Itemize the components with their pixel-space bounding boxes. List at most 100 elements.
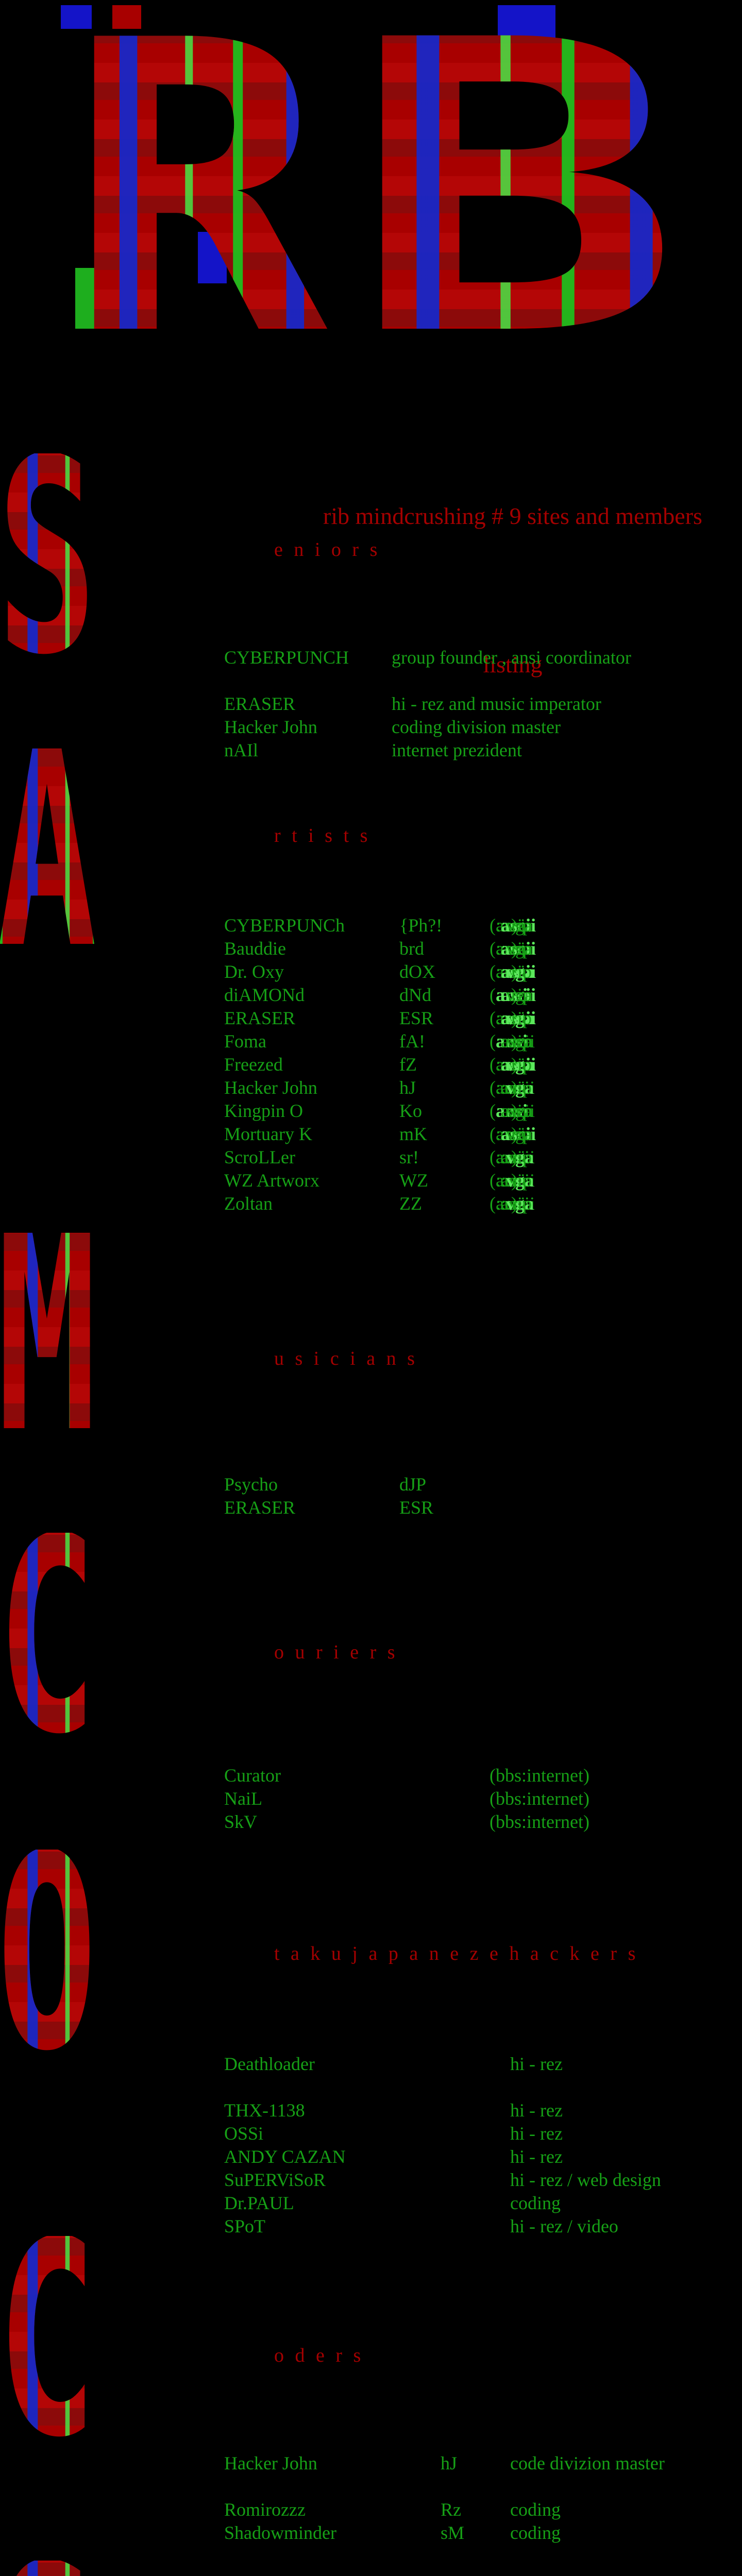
member-row: ScroLLer sr! (ansi: ascii: vga: rip) (224, 1146, 742, 1170)
member-name: ScroLLer (224, 1147, 295, 1167)
member-name: nAIl (224, 740, 258, 760)
member-formats: (ansi: ascii: vga: rip) (490, 961, 536, 982)
section-header: r t i s t s (274, 825, 371, 846)
member-role: group founder , ansi coordinator (392, 647, 631, 668)
format-ascii: ascii (501, 1077, 535, 1098)
format-rip: rip (511, 1077, 532, 1098)
format-ascii: ascii (501, 915, 536, 936)
section-letter: C (0, 1533, 97, 1742)
member-name: ERASER (224, 1497, 296, 1518)
section-letter: S (0, 453, 97, 663)
member-row: CYBERPUNCH group founder , ansi coordinat… (224, 647, 742, 670)
member-name: CYBERPUNCH (224, 647, 349, 668)
member-name: Deathloader (224, 2054, 315, 2074)
member-role: internet prezident (392, 740, 522, 760)
section-rows: Deathloader hi - rez THX-1138 hi - rez OSSi h… (224, 2053, 742, 2239)
section-header: o u r i e r s (274, 1641, 398, 1663)
format-vga: vga (506, 1170, 534, 1191)
member-row: Deathloader hi - rez (224, 2053, 742, 2076)
member-row: Dr. Oxy dOX (ansi: ascii: vga: rip) (224, 961, 742, 984)
format-ascii: ascii (501, 938, 536, 959)
member-row: OSSi hi - rez (224, 2123, 742, 2146)
format-vga: vga (506, 938, 533, 959)
member-name: WZ Artworx (224, 1170, 319, 1191)
member-alias: sM (441, 2522, 465, 2543)
member-name: Dr. Oxy (224, 961, 284, 982)
format-vga: vga (506, 961, 534, 982)
format-vga: vga (506, 915, 533, 936)
member-row: CYBERPUNCh {Ph?! (ansi: ascii: vga: rip) (224, 914, 742, 938)
format-rip: rip (511, 1008, 532, 1028)
title-line-1: rib mindcrushing # 9 sites and members (323, 503, 702, 529)
format-ascii: ascii (501, 985, 536, 1005)
member-row: Mortuary K mK (ansi: ascii: vga: rip) (224, 1123, 742, 1146)
member-name: Hacker John (224, 1077, 317, 1098)
member-name: CYBERPUNCh (224, 915, 345, 936)
format-vga: vga (506, 1054, 534, 1075)
member-name: Mortuary K (224, 1124, 312, 1144)
member-row: Shadowminder sM coding (224, 2522, 742, 2545)
member-alias: WZ (399, 1170, 428, 1191)
member-formats: (ansi: ascii: vga: rip) (490, 1100, 535, 1121)
member-alias: brd (399, 938, 424, 959)
member-alias: fA! (399, 1031, 425, 1052)
page-title: rib mindcrushing # 9 sites and members l… (268, 393, 742, 739)
format-rip: rip (511, 1170, 532, 1191)
member-role: (bbs:internet) (490, 1811, 589, 1832)
member-alias: ZZ (399, 1193, 422, 1214)
member-row: Psycho dJP (224, 1473, 742, 1497)
member-row: Hacker John hJ (ansi: ascii: vga: rip) (224, 1077, 742, 1100)
member-formats: (ansi: ascii: vga: rip) (490, 1170, 535, 1191)
section-letter: A (0, 747, 97, 956)
title-line-2: listing (483, 651, 543, 677)
format-ascii: ascii (501, 1054, 536, 1075)
member-role: coding division master (392, 717, 561, 737)
format-ansi: ansi (496, 1193, 526, 1214)
format-vga: vga (506, 1077, 534, 1098)
section-letter: S (0, 2561, 97, 2576)
member-role: (bbs:internet) (490, 1765, 589, 1786)
member-row: Kingpin O Ko (ansi: ascii: vga: rip) (224, 1100, 742, 1123)
section-rows: Psycho dJP ERASER ESR (224, 1473, 742, 1520)
member-name: OSSi (224, 2123, 264, 2144)
member-name: Shadowminder (224, 2522, 336, 2543)
member-role: hi - rez (510, 2100, 563, 2121)
member-row: Bauddie brd (ansi: ascii: vga: rip) (224, 938, 742, 961)
member-role: coding (510, 2499, 561, 2520)
member-row: SuPERViSoR hi - rez / web design (224, 2169, 742, 2192)
member-name: SkV (224, 1811, 258, 1832)
ansi-noise-block (61, 5, 92, 29)
format-ascii: ascii (501, 1193, 535, 1214)
section-header: e n i o r s (274, 539, 381, 561)
ansi-noise-block (112, 5, 141, 29)
member-row: THX-1138 hi - rez (224, 2099, 742, 2123)
member-formats: (ansi: ascii: vga: rip) (490, 938, 536, 959)
member-row: Freezed fZ (ansi: ascii: vga: rip) (224, 1054, 742, 1077)
member-row: Curator (bbs:internet) (224, 1765, 742, 1788)
member-name: Hacker John (224, 717, 317, 737)
format-rip: rip (511, 1031, 532, 1052)
member-formats: (ansi: ascii: vga: rip) (490, 1031, 535, 1052)
member-name: Kingpin O (224, 1100, 303, 1121)
format-rip: rip (511, 1193, 532, 1214)
section-rows: Hacker John hJ code divizion master Romiroz… (224, 2452, 742, 2545)
member-alias: dNd (399, 985, 431, 1005)
format-rip: rip (511, 1054, 532, 1075)
member-name: Psycho (224, 1474, 278, 1495)
member-alias: Rz (441, 2499, 461, 2520)
format-vga: vga (506, 1008, 534, 1028)
member-name: SuPERViSoR (224, 2170, 326, 2190)
member-name: Foma (224, 1031, 267, 1052)
format-ansi: ansi (496, 1170, 526, 1191)
format-rip: rip (511, 1100, 532, 1121)
member-name: Curator (224, 1765, 281, 1786)
format-ansi: ansi (496, 1100, 528, 1121)
member-role: coding (510, 2522, 561, 2543)
format-ansi: ansi (496, 1124, 526, 1144)
member-role: coding (510, 2193, 561, 2213)
format-ansi: ansi (496, 938, 526, 959)
section-rows: CYBERPUNCH group founder , ansi coordinat… (224, 647, 742, 762)
member-formats: (ansi: ascii: vga: rip) (490, 1147, 535, 1167)
member-name: SPoT (224, 2216, 266, 2236)
format-ascii: ascii (501, 1124, 536, 1144)
